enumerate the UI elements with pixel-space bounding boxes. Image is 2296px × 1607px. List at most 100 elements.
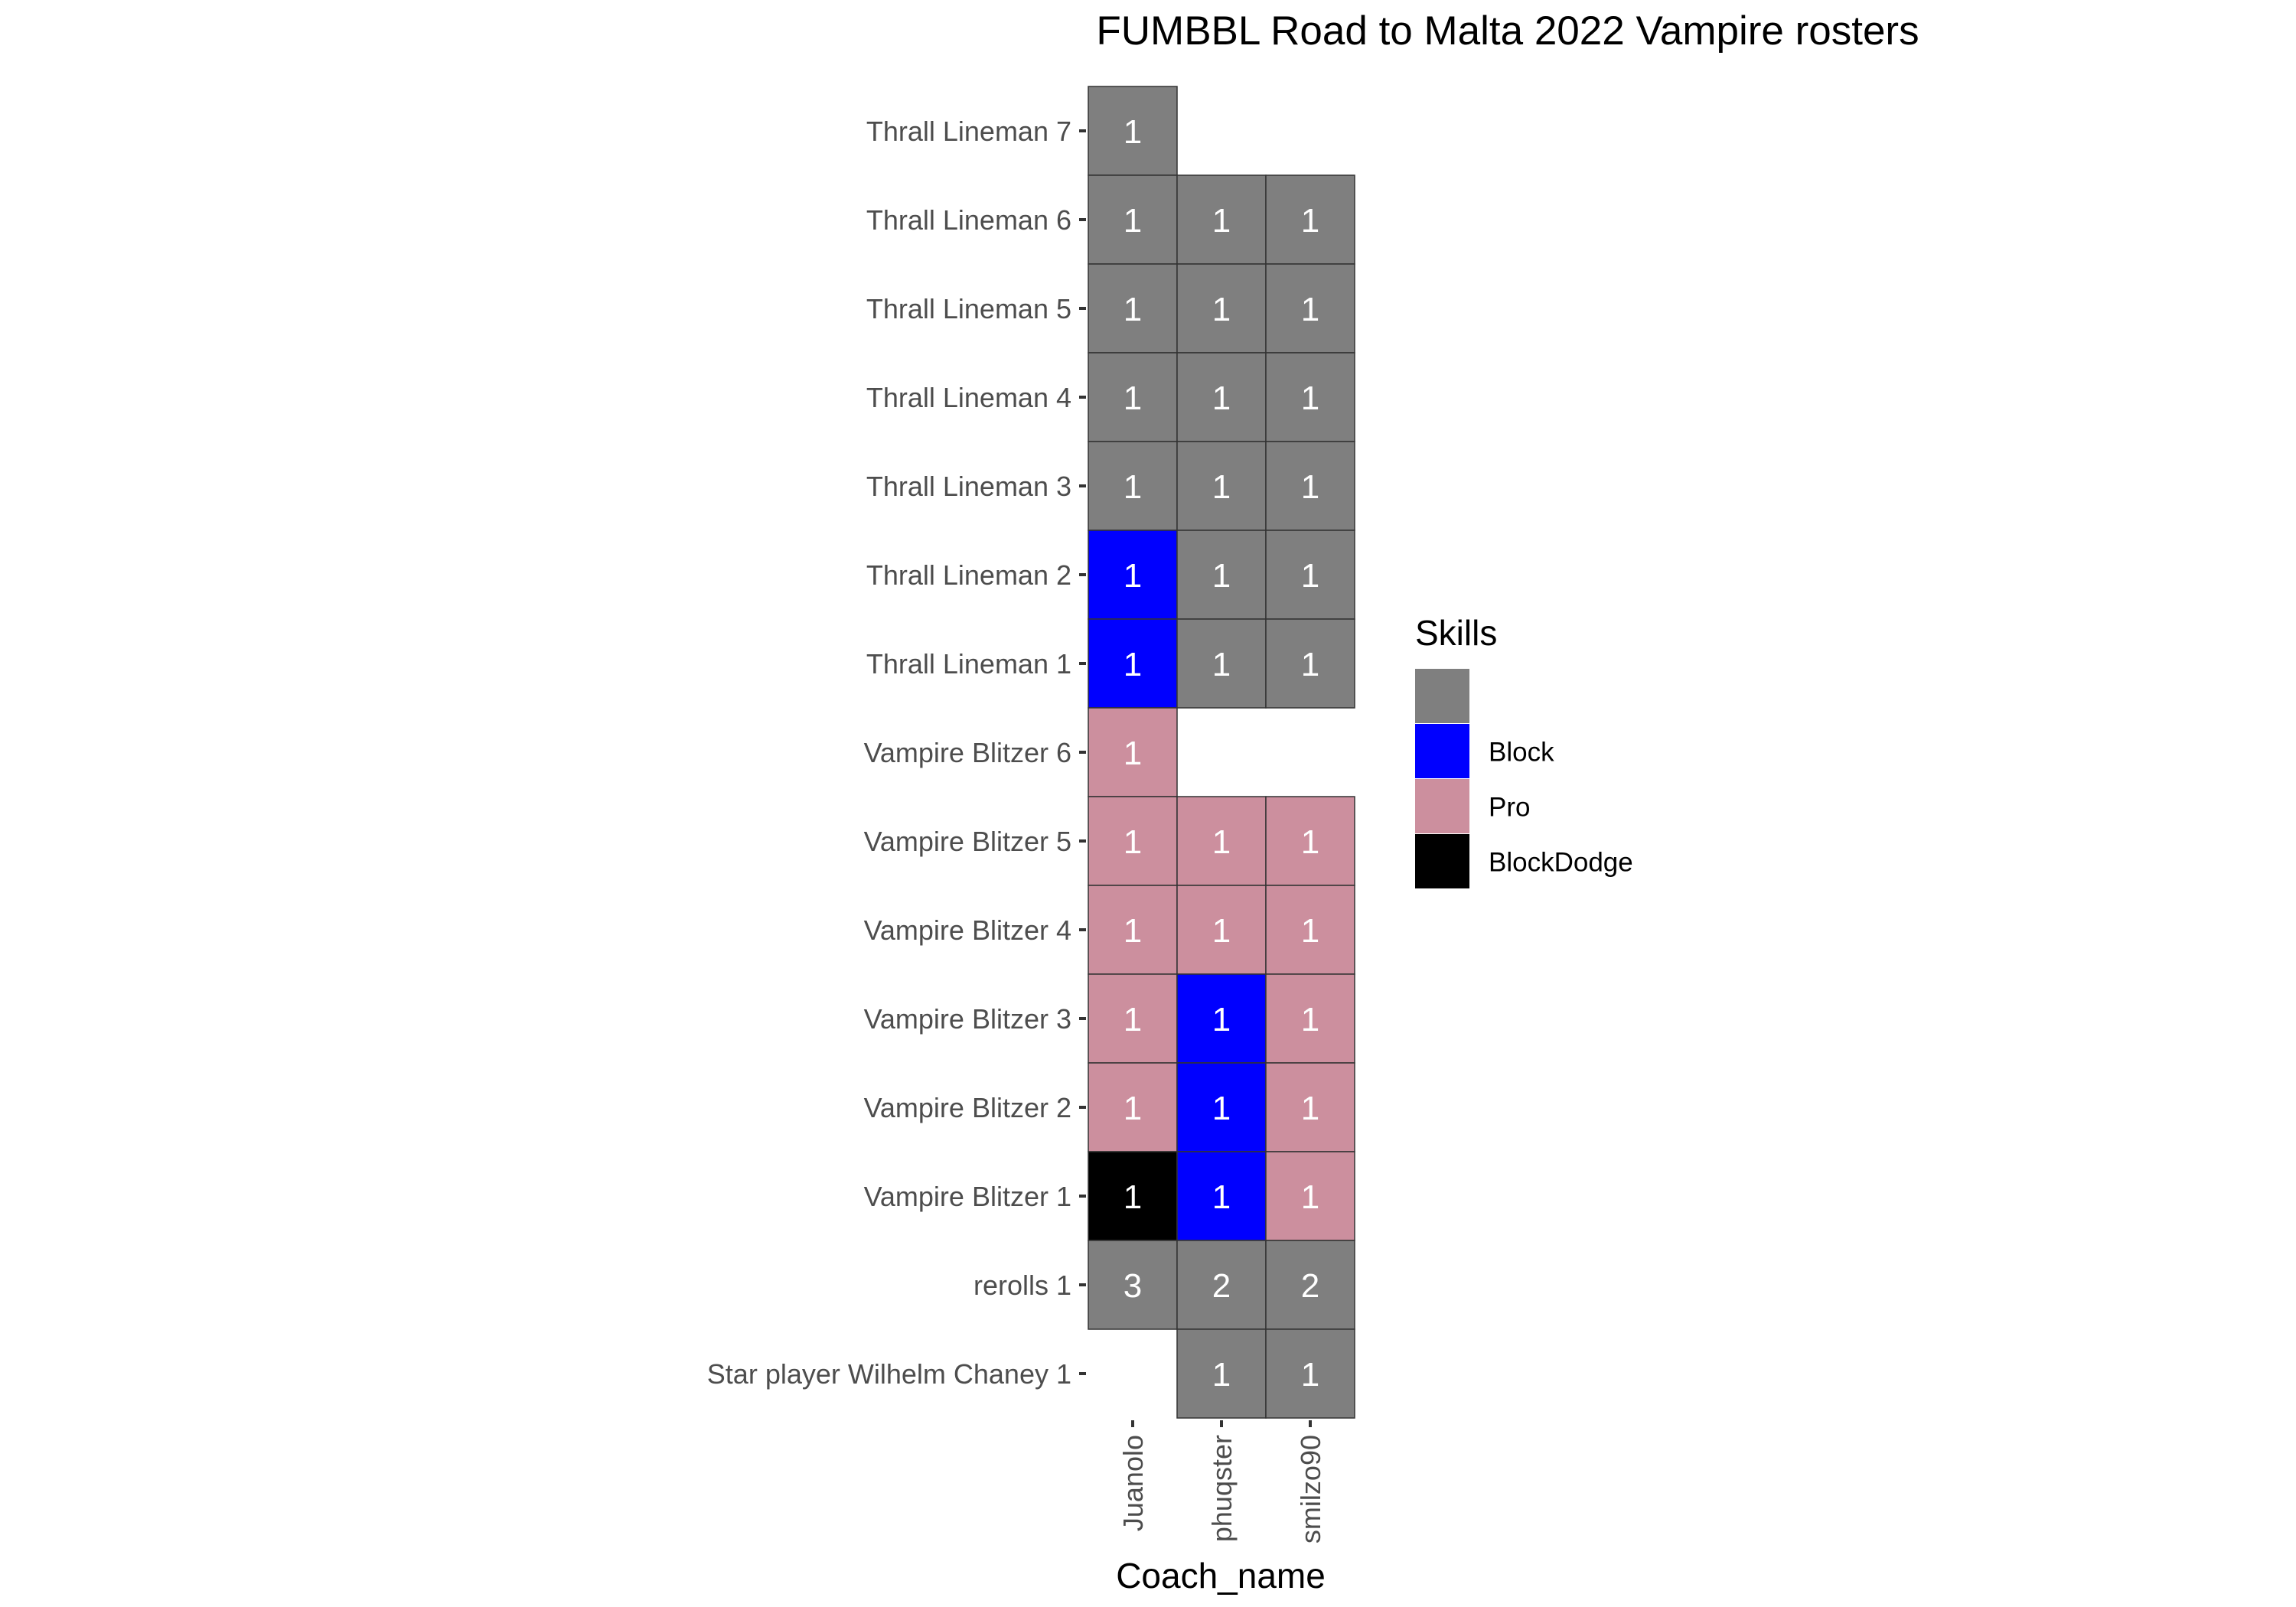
y-tick-label: Thrall Lineman 3 xyxy=(866,471,1071,502)
cell-value-label: 1 xyxy=(1301,1356,1319,1393)
x-tick-label: smilzo90 xyxy=(1295,1435,1326,1543)
cell-value-label: 1 xyxy=(1212,1356,1231,1393)
cell-value-label: 1 xyxy=(1124,557,1142,595)
cell-value-label: 1 xyxy=(1124,823,1142,861)
cell-value-label: 1 xyxy=(1301,1090,1319,1127)
cell-value-label: 1 xyxy=(1212,646,1231,683)
heatmap-cell-smilzo90-rerolls-1 xyxy=(1265,1240,1355,1330)
y-axis: Thrall Lineman 7 Thrall Lineman 6 Thrall L… xyxy=(707,116,1086,1390)
heatmap-cell-smilzo90-thrall-lineman-4 xyxy=(1265,352,1355,442)
heatmap-cell-phuqster-thrall-lineman-5 xyxy=(1176,263,1267,354)
y-tick-label: Thrall Lineman 5 xyxy=(866,293,1071,324)
heatmap-cell-juanolo-thrall-lineman-5 xyxy=(1088,263,1178,354)
legend-title: Skills xyxy=(1415,613,1497,653)
legend-key-block xyxy=(1415,724,1469,778)
heatmap-cell-juanolo-thrall-lineman-1 xyxy=(1088,618,1178,709)
cell-value-label: 2 xyxy=(1301,1267,1319,1305)
cell-value-label: 1 xyxy=(1124,291,1142,328)
heatmap-cell-smilzo90-vampire-blitzer-3 xyxy=(1265,973,1355,1064)
x-axis: Juanolo phuqster smilzo90 xyxy=(1117,1420,1326,1543)
heatmap-cell-phuqster-star-player-wilhelm-chaney-1 xyxy=(1176,1328,1267,1419)
x-axis-title: Coach_name xyxy=(1116,1556,1326,1596)
y-tick-label: rerolls 1 xyxy=(974,1270,1071,1301)
legend-label: Pro xyxy=(1489,793,1530,823)
cell-value-label: 1 xyxy=(1124,646,1142,683)
cell-value-label: 1 xyxy=(1124,735,1142,772)
cell-value-label: 1 xyxy=(1301,1178,1319,1216)
cell-value-label: 1 xyxy=(1124,113,1142,151)
legend-key-none xyxy=(1415,669,1469,723)
cell-value-label: 1 xyxy=(1124,1178,1142,1216)
cell-value-label: 2 xyxy=(1212,1267,1231,1305)
heatmap-cell-smilzo90-star-player-wilhelm-chaney-1 xyxy=(1265,1328,1355,1419)
cell-value-label: 1 xyxy=(1212,380,1231,417)
cell-value-label: 1 xyxy=(1212,557,1231,595)
cell-value-label: 1 xyxy=(1124,202,1142,240)
y-tick-label: Vampire Blitzer 6 xyxy=(864,737,1071,768)
y-tick-label: Vampire Blitzer 4 xyxy=(864,914,1071,946)
y-tick-label: Thrall Lineman 2 xyxy=(866,559,1071,591)
cell-value-label: 1 xyxy=(1212,1090,1231,1127)
cell-value-label: 1 xyxy=(1301,380,1319,417)
legend-label: BlockDodge xyxy=(1489,848,1633,878)
cell-value-label: 1 xyxy=(1212,1001,1231,1038)
cell-value-label: 1 xyxy=(1301,291,1319,328)
y-tick-label: Thrall Lineman 4 xyxy=(866,382,1071,413)
heatmap-cell-smilzo90-thrall-lineman-1 xyxy=(1265,618,1355,709)
y-tick-label: Vampire Blitzer 5 xyxy=(864,826,1071,857)
cell-value-label: 1 xyxy=(1301,912,1319,950)
y-tick-label: Thrall Lineman 7 xyxy=(866,116,1071,147)
y-tick-label: Vampire Blitzer 2 xyxy=(864,1092,1071,1123)
cell-value-label: 1 xyxy=(1212,912,1231,950)
legend-label: Block xyxy=(1489,738,1554,768)
cell-value-label: 1 xyxy=(1124,1001,1142,1038)
cell-value-label: 1 xyxy=(1301,468,1319,506)
cell-value-label: 1 xyxy=(1212,1178,1231,1216)
heatmap-cell-juanolo-vampire-blitzer-5 xyxy=(1088,796,1178,886)
y-tick-label: Vampire Blitzer 3 xyxy=(864,1003,1071,1035)
heatmap-cell-juanolo-thrall-lineman-6 xyxy=(1088,174,1178,265)
heatmap-cell-smilzo90-thrall-lineman-6 xyxy=(1265,174,1355,265)
legend: Skills Block Pro BlockDodge xyxy=(1415,613,1633,888)
cell-value-label: 1 xyxy=(1124,380,1142,417)
cell-value-label: 1 xyxy=(1124,1090,1142,1127)
heatmap-cell-juanolo-thrall-lineman-2 xyxy=(1088,530,1178,620)
heatmap-cell-juanolo-vampire-blitzer-3 xyxy=(1088,973,1178,1064)
cell-value-label: 1 xyxy=(1301,557,1319,595)
cell-value-label: 1 xyxy=(1124,468,1142,506)
heatmap-cell-smilzo90-thrall-lineman-3 xyxy=(1265,441,1355,531)
cell-value-label: 1 xyxy=(1301,202,1319,240)
cell-value-label: 1 xyxy=(1301,646,1319,683)
cell-value-label: 1 xyxy=(1212,202,1231,240)
cell-value-label: 1 xyxy=(1124,912,1142,950)
cell-value-label: 1 xyxy=(1301,823,1319,861)
heatmap-cell-phuqster-vampire-blitzer-2 xyxy=(1176,1062,1267,1152)
heatmap-cell-juanolo-rerolls-1 xyxy=(1088,1240,1178,1330)
heatmap-cell-juanolo-thrall-lineman-4 xyxy=(1088,352,1178,442)
x-tick-label: Juanolo xyxy=(1117,1435,1149,1531)
y-tick-label: Thrall Lineman 6 xyxy=(866,204,1071,236)
heatmap-cell-phuqster-vampire-blitzer-4 xyxy=(1176,885,1267,975)
chart-title: FUMBBL Road to Malta 2022 Vampire roster… xyxy=(1096,8,1919,54)
heatmap-cell-smilzo90-vampire-blitzer-5 xyxy=(1265,796,1355,886)
cell-value-label: 1 xyxy=(1212,291,1231,328)
heatmap-cell-phuqster-thrall-lineman-1 xyxy=(1176,618,1267,709)
heatmap-cell-phuqster-rerolls-1 xyxy=(1176,1240,1267,1330)
x-tick-label: phuqster xyxy=(1206,1435,1238,1542)
y-tick-label: Star player Wilhelm Chaney 1 xyxy=(707,1358,1071,1390)
heatmap-cell-smilzo90-vampire-blitzer-4 xyxy=(1265,885,1355,975)
y-tick-label: Vampire Blitzer 1 xyxy=(864,1181,1071,1212)
legend-key-pro xyxy=(1415,779,1469,833)
cell-value-label: 1 xyxy=(1212,823,1231,861)
cell-value-label: 3 xyxy=(1124,1267,1142,1305)
cell-value-label: 1 xyxy=(1212,468,1231,506)
heatmap-cells: 1 1 1 1 1 1 1 1 1 1 1 1 1 1 1 1 1 1 1 1 1 1 1 1 1 1 1 1 1 1 1 1 1 1 1 3 2 2 1 1 xyxy=(1088,86,1355,1419)
heatmap-cell-phuqster-thrall-lineman-6 xyxy=(1176,174,1267,265)
heatmap-cell-juanolo-vampire-blitzer-6 xyxy=(1088,707,1178,797)
y-tick-label: Thrall Lineman 1 xyxy=(866,648,1071,680)
heatmap-cell-phuqster-vampire-blitzer-5 xyxy=(1176,796,1267,886)
heatmap-cell-phuqster-vampire-blitzer-3 xyxy=(1176,973,1267,1064)
heatmap-cell-smilzo90-vampire-blitzer-1 xyxy=(1265,1151,1355,1241)
cell-value-label: 1 xyxy=(1301,1001,1319,1038)
